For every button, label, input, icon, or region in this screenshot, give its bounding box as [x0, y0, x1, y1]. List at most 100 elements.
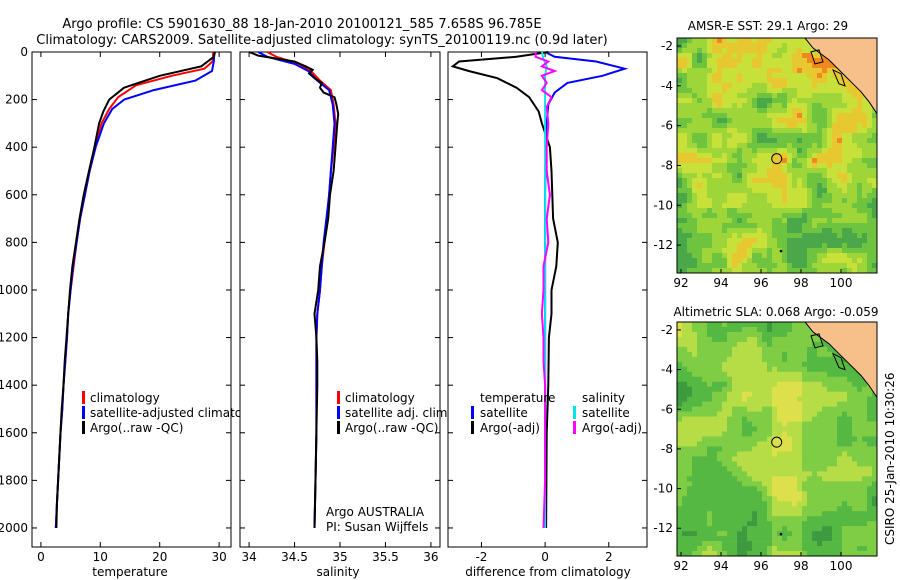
sla-heat-cell	[817, 346, 823, 353]
sst-heat-cell	[802, 108, 808, 114]
sla-heat-cell	[742, 451, 748, 457]
sla-heat-cell	[732, 351, 738, 358]
sla-heat-cell	[727, 361, 733, 368]
sla-heat-cell	[807, 421, 813, 427]
sst-heat-cell	[732, 208, 738, 214]
sst-heat-cell	[782, 218, 788, 224]
sst-heat-cell	[822, 113, 828, 119]
sst-heat-cell	[687, 238, 693, 244]
sla-heat-cell	[832, 546, 838, 552]
temperature-ytick-label: 800	[5, 235, 28, 249]
sla-heat-cell	[777, 526, 783, 532]
sst-heat-cell	[727, 78, 733, 84]
sst-heat-cell	[707, 48, 713, 54]
sla-heat-cell	[847, 416, 853, 422]
sla-heat-cell	[837, 426, 843, 432]
sst-heat-cell	[762, 178, 768, 184]
sla-heat-cell	[827, 416, 833, 422]
sst-heat-cell	[782, 213, 788, 219]
sla-heat-cell	[737, 391, 743, 397]
sst-heat-cell	[857, 98, 863, 104]
sla-heat-cell	[682, 451, 688, 457]
sst-heat-cell	[752, 158, 758, 164]
sla-heat-cell	[677, 351, 683, 358]
sla-heat-cell	[777, 336, 783, 343]
sst-heat-cell	[687, 73, 693, 79]
sla-heat-cell	[787, 451, 793, 457]
sla-heat-cell	[747, 501, 753, 507]
sla-heat-cell	[842, 521, 848, 527]
sst-heat-cell	[772, 203, 778, 209]
sst-heat-cell	[792, 133, 798, 139]
sst-heat-cell	[872, 243, 878, 249]
sla-heat-cell	[677, 381, 683, 388]
sla-heat-cell	[792, 536, 798, 542]
sst-heat-cell	[822, 258, 828, 264]
sla-heat-cell	[722, 421, 728, 427]
sst-heat-cell	[752, 168, 758, 174]
sla-heat-cell	[682, 471, 688, 477]
sla-heat-cell	[722, 391, 728, 397]
sst-heat-cell	[797, 73, 803, 79]
sla-heat-cell	[697, 386, 703, 392]
sst-heat-cell	[742, 88, 748, 94]
sla-heat-cell	[792, 521, 798, 527]
sst-heat-cell	[717, 153, 723, 159]
sst-heat-cell	[867, 228, 873, 234]
sst-heat-cell	[852, 198, 858, 204]
sla-heat-cell	[787, 421, 793, 427]
sst-heat-cell	[702, 178, 708, 184]
sst-heat-cell	[727, 133, 733, 139]
sla-heat-cell	[822, 551, 828, 557]
sla-heat-cell	[702, 471, 708, 477]
sst-heat-cell	[802, 253, 808, 259]
sst-heat-cell	[712, 168, 718, 174]
sst-heat-cell	[717, 143, 723, 149]
sla-heat-cell	[717, 521, 723, 527]
sst-heat-cell	[842, 253, 848, 259]
sst-heat-cell	[797, 208, 803, 214]
sla-heat-cell	[697, 506, 703, 512]
sst-heat-cell	[822, 133, 828, 139]
sla-heat-cell	[702, 516, 708, 522]
sst-heat-cell	[702, 218, 708, 224]
sst-heat-cell	[842, 203, 848, 209]
sst-heat-cell	[762, 128, 768, 134]
sst-heat-cell	[682, 223, 688, 229]
salinity-panel: 34 34.5 35 35.5 36 salinity climatology sate…	[239, 51, 451, 579]
sla-heat-cell	[752, 501, 758, 507]
sla-heat-cell	[797, 536, 803, 542]
sst-heat-cell	[797, 153, 803, 159]
sla-heat-cell	[742, 471, 748, 477]
sst-heat-cell	[817, 148, 823, 154]
sla-heat-cell	[772, 426, 778, 432]
sst-heat-cell	[702, 138, 708, 144]
sst-heat-cell	[712, 243, 718, 249]
salinity-xtick-label: 35.5	[372, 550, 399, 564]
sla-heat-cell	[737, 431, 743, 437]
sla-heat-cell	[787, 501, 793, 507]
sla-heat-cell	[692, 441, 698, 447]
sla-heat-cell	[857, 456, 863, 462]
sla-heat-cell	[872, 516, 878, 522]
sla-heat-cell	[757, 326, 763, 333]
sst-heat-cell	[807, 173, 813, 179]
sst-heat-cell	[697, 148, 703, 154]
sst-heat-cell	[812, 138, 818, 144]
sla-heat-cell	[777, 456, 783, 462]
sst-heat-cell	[787, 208, 793, 214]
sla-heat-cell	[747, 416, 753, 422]
sst-heat-cell	[712, 248, 718, 254]
sst-heat-cell	[727, 113, 733, 119]
sla-heat-cell	[782, 366, 788, 373]
sla-heat-cell	[702, 441, 708, 447]
sst-heat-cell	[707, 168, 713, 174]
sst-heat-cell	[732, 243, 738, 249]
sst-heat-cell	[827, 113, 833, 119]
sla-heat-cell	[692, 326, 698, 333]
sla-heat-cell	[697, 426, 703, 432]
sst-heat-cell	[837, 268, 843, 274]
sla-heat-cell	[852, 421, 858, 427]
sst-heat-cell	[862, 258, 868, 264]
sla-heat-cell	[767, 541, 773, 547]
